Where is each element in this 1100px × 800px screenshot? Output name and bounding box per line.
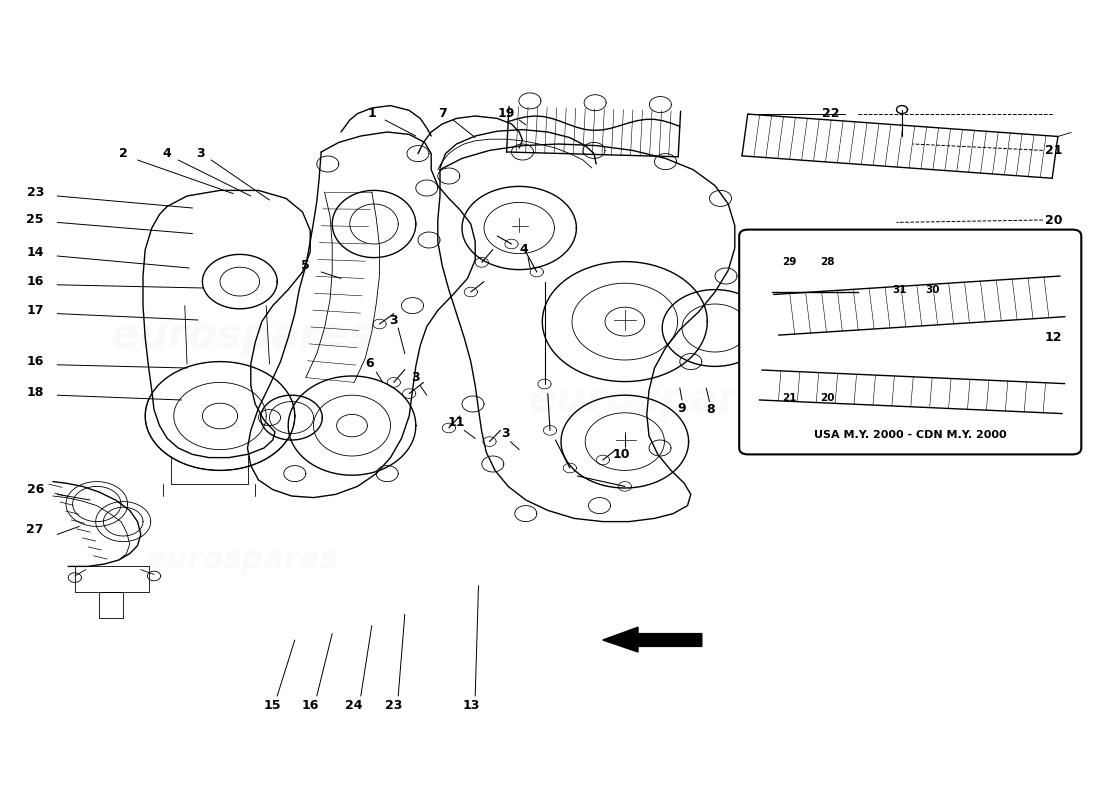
Text: 18: 18 xyxy=(26,386,44,398)
Text: 8: 8 xyxy=(706,403,715,416)
Text: 5: 5 xyxy=(301,259,310,272)
Text: 20: 20 xyxy=(820,394,835,403)
Text: 17: 17 xyxy=(26,304,44,317)
Text: 27: 27 xyxy=(26,523,44,536)
Text: 24: 24 xyxy=(345,699,363,712)
Text: 7: 7 xyxy=(438,107,447,120)
Text: 4: 4 xyxy=(519,243,528,256)
Text: eurospares: eurospares xyxy=(110,315,374,357)
Text: 26: 26 xyxy=(26,483,44,496)
Text: 1: 1 xyxy=(367,107,376,120)
Text: 23: 23 xyxy=(385,699,403,712)
Text: 11: 11 xyxy=(448,416,465,429)
Text: USA M.Y. 2000 - CDN M.Y. 2000: USA M.Y. 2000 - CDN M.Y. 2000 xyxy=(814,430,1006,440)
Text: 3: 3 xyxy=(502,427,510,440)
Text: eurospares: eurospares xyxy=(145,546,339,574)
Text: 31: 31 xyxy=(892,285,907,294)
Text: 30: 30 xyxy=(925,285,940,294)
Text: 21: 21 xyxy=(782,394,797,403)
Text: 20: 20 xyxy=(1045,214,1063,226)
Text: 22: 22 xyxy=(822,107,839,120)
Text: 10: 10 xyxy=(613,448,630,461)
Text: eurospares: eurospares xyxy=(528,379,792,421)
Text: 13: 13 xyxy=(462,699,480,712)
Text: 21: 21 xyxy=(1045,144,1063,157)
FancyBboxPatch shape xyxy=(739,230,1081,454)
Text: 25: 25 xyxy=(26,213,44,226)
Text: 3: 3 xyxy=(411,371,420,384)
Text: 23: 23 xyxy=(26,186,44,198)
Text: 15: 15 xyxy=(264,699,282,712)
Text: 3: 3 xyxy=(196,147,205,160)
Text: 4: 4 xyxy=(163,147,172,160)
Text: 2: 2 xyxy=(119,147,128,160)
Text: 16: 16 xyxy=(301,699,319,712)
Polygon shape xyxy=(603,627,702,652)
Text: 16: 16 xyxy=(26,275,44,288)
Text: 16: 16 xyxy=(26,355,44,368)
Text: 9: 9 xyxy=(678,402,686,414)
Text: 28: 28 xyxy=(820,258,835,267)
Text: 3: 3 xyxy=(389,314,398,326)
Text: 29: 29 xyxy=(782,258,797,267)
Text: 14: 14 xyxy=(26,246,44,259)
Text: 6: 6 xyxy=(365,358,374,370)
Text: 12: 12 xyxy=(1045,331,1063,344)
Text: 19: 19 xyxy=(497,107,515,120)
